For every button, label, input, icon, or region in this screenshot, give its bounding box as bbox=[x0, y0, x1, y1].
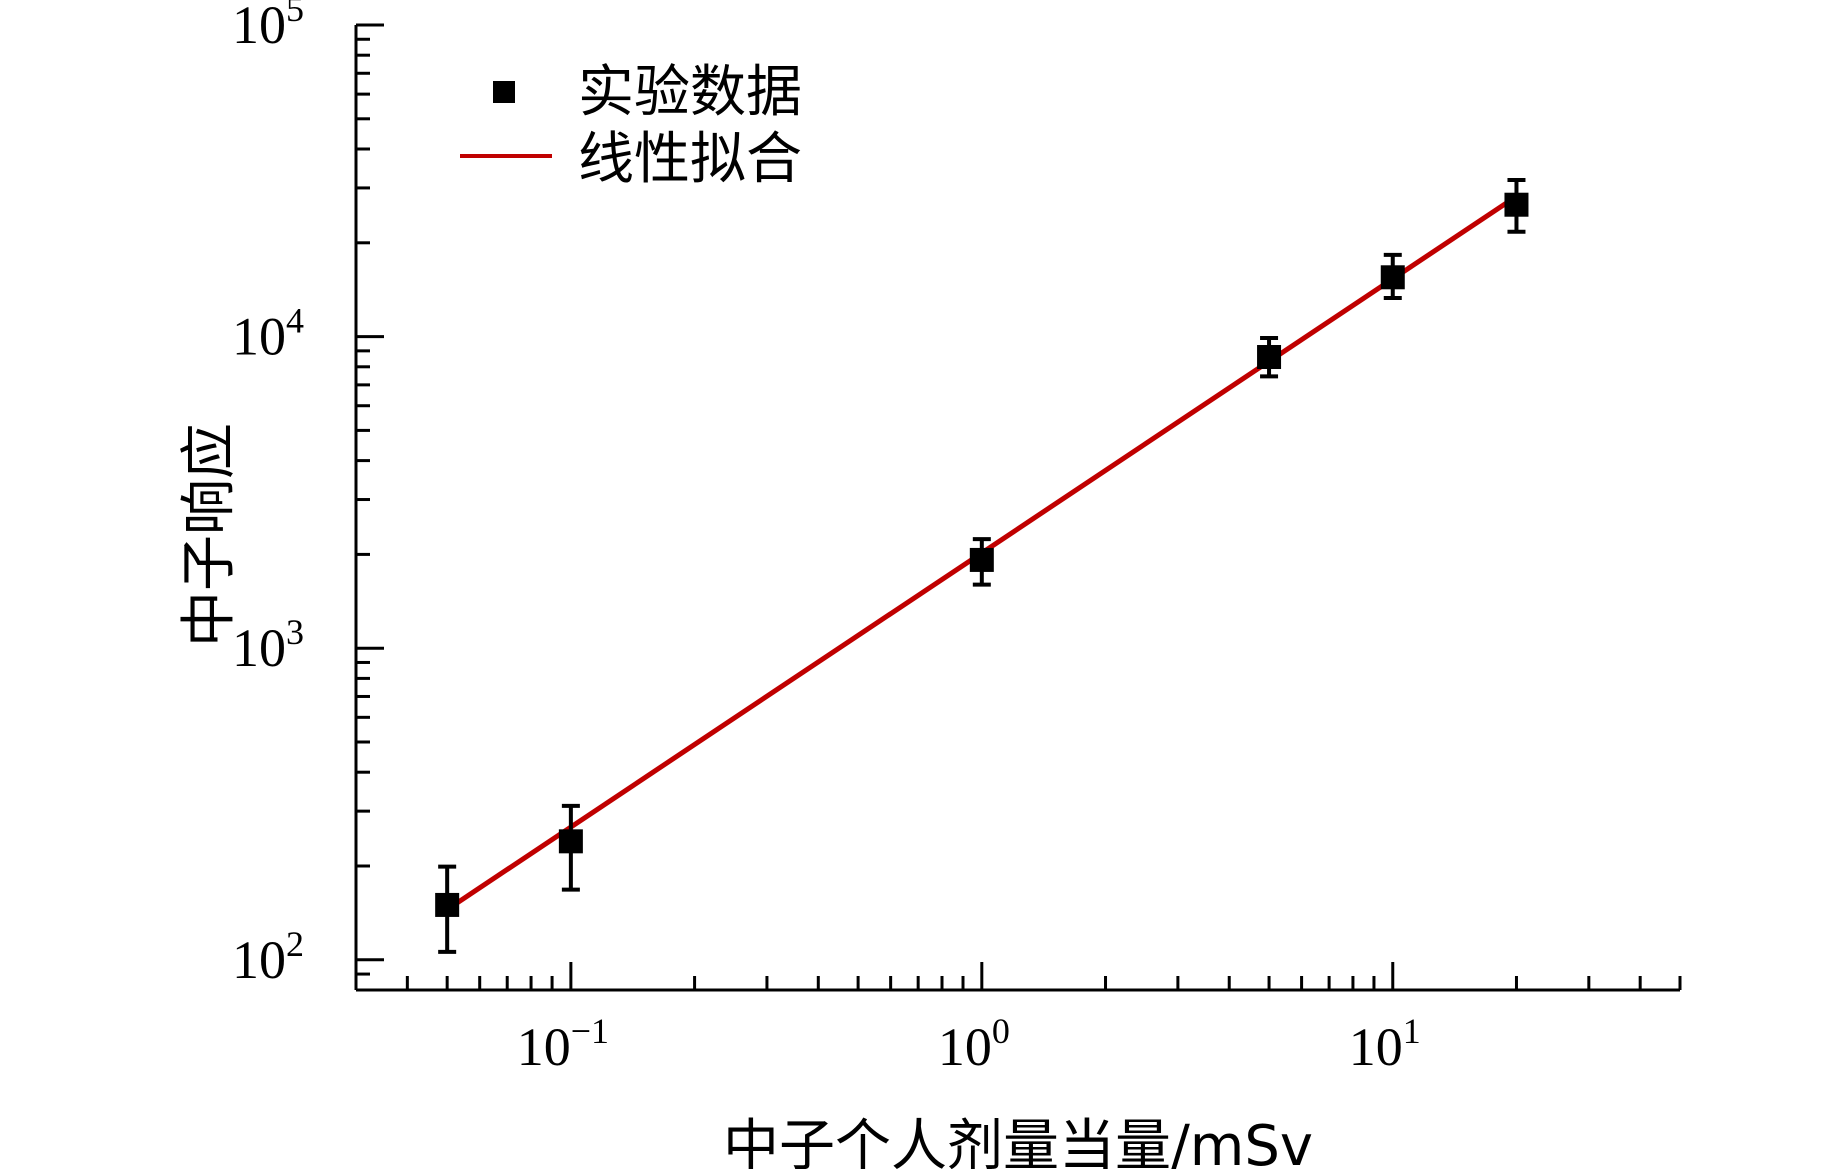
y-tick-label: 104 bbox=[232, 301, 304, 367]
data-point-marker bbox=[1380, 265, 1405, 290]
y-tick-label: 103 bbox=[232, 612, 304, 678]
y-tick-label-base: 10 bbox=[232, 618, 286, 678]
data-point-marker bbox=[435, 892, 460, 917]
data-points-layer bbox=[435, 178, 1529, 954]
data-point-marker bbox=[969, 547, 994, 572]
y-tick-label-exponent: 2 bbox=[286, 924, 304, 964]
data-point-marker bbox=[558, 829, 583, 854]
y-tick-label-exponent: 3 bbox=[286, 612, 304, 652]
x-tick-label: 10−1 bbox=[517, 1011, 609, 1077]
y-ticks bbox=[356, 23, 384, 992]
y-tick-label-exponent: 5 bbox=[286, 0, 304, 29]
legend: 实验数据 线性拟合 bbox=[460, 60, 802, 192]
y-tick-label-exponent: 4 bbox=[286, 301, 304, 341]
data-point bbox=[1504, 178, 1529, 234]
data-point-marker bbox=[1504, 192, 1529, 217]
x-tick-label: 100 bbox=[938, 1011, 1010, 1077]
legend-label-data: 实验数据 bbox=[578, 60, 802, 125]
data-point bbox=[1257, 335, 1282, 379]
x-ticks bbox=[354, 962, 1682, 990]
x-tick-label-base: 10 bbox=[938, 1017, 992, 1077]
data-point bbox=[558, 803, 583, 892]
y-tick-label: 102 bbox=[232, 924, 304, 990]
y-tick-label-base: 10 bbox=[232, 930, 286, 990]
x-tick-label: 101 bbox=[1349, 1011, 1421, 1077]
y-axis-title: 中子响应 bbox=[177, 423, 242, 647]
y-tick-label-base: 10 bbox=[232, 307, 286, 367]
x-tick-label-exponent: 1 bbox=[1403, 1011, 1421, 1051]
y-tick-label: 105 bbox=[232, 0, 304, 55]
x-tick-label-exponent: 0 bbox=[992, 1011, 1010, 1051]
x-axis-title: 中子个人剂量当量/mSv bbox=[723, 1114, 1313, 1169]
data-point-marker bbox=[1257, 345, 1282, 370]
legend-marker-square bbox=[493, 81, 515, 103]
data-point bbox=[969, 537, 994, 587]
data-point bbox=[1380, 252, 1405, 301]
legend-label-fit: 线性拟合 bbox=[578, 127, 802, 192]
x-tick-label-exponent: −1 bbox=[571, 1011, 609, 1051]
x-tick-label-base: 10 bbox=[1349, 1017, 1403, 1077]
x-tick-label-base: 10 bbox=[517, 1017, 571, 1077]
data-point bbox=[435, 864, 460, 954]
y-tick-label-base: 10 bbox=[232, 0, 286, 55]
x-tick-labels: 10−1 100 101 bbox=[517, 1011, 1421, 1077]
